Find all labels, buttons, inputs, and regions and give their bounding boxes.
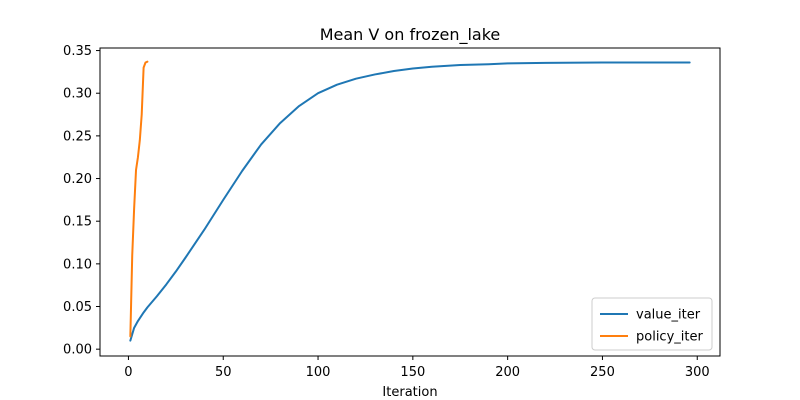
y-tick-label: 0.05	[63, 300, 92, 315]
x-tick-label: 300	[685, 365, 710, 380]
y-tick-label: 0.15	[63, 215, 92, 230]
y-tick-label: 0.00	[63, 343, 92, 358]
x-tick-label: 100	[306, 365, 331, 380]
x-tick-label: 200	[495, 365, 520, 380]
legend-label-value-iter: value_iter	[636, 308, 701, 323]
y-tick-label: 0.25	[63, 129, 92, 144]
series-line-value-iter	[129, 61, 691, 342]
chart-title: Mean V on frozen_lake	[320, 25, 501, 45]
legend-label-policy-iter: policy_iter	[636, 330, 703, 345]
x-tick-label: 150	[400, 365, 425, 380]
y-tick-label: 0.35	[63, 44, 92, 59]
y-tick-label: 0.10	[63, 257, 92, 272]
x-tick-label: 0	[124, 365, 132, 380]
x-tick-label: 250	[590, 365, 615, 380]
axes-frame	[99, 47, 721, 357]
plot-area: 0 50 100 150 200 250 300 0.00 0.05 0.10 0.15 0.20 0.…	[63, 44, 721, 380]
x-axis-label: Iteration	[382, 385, 437, 400]
y-tick-label: 0.20	[63, 172, 92, 187]
x-tick-label: 50	[215, 365, 232, 380]
y-tick-label: 0.30	[63, 87, 92, 102]
legend: value_iter policy_iter	[591, 297, 713, 351]
series-line-policy-iter	[129, 60, 149, 338]
